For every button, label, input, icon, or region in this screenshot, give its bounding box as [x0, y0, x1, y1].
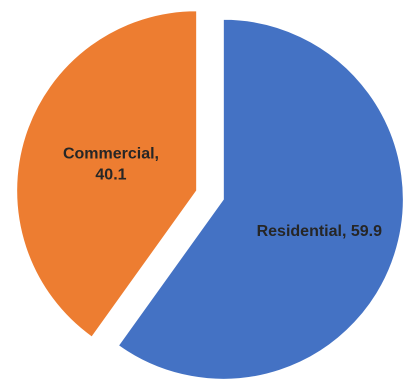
pie-slice-residential — [117, 18, 404, 380]
slice-label-residential: Residential, 59.9 — [257, 223, 382, 240]
pie-slice-commercial — [16, 10, 198, 338]
slice-label-line: 40.1 — [95, 167, 126, 184]
slice-label-line: Residential, 59.9 — [257, 223, 382, 240]
pie-slices — [16, 10, 404, 380]
slice-label-line: Commercial, — [63, 146, 159, 163]
slice-label-commercial: Commercial, 40.1 — [63, 146, 159, 184]
slice-labels: Residential, 59.9 Commercial, 40.1 — [63, 146, 382, 240]
